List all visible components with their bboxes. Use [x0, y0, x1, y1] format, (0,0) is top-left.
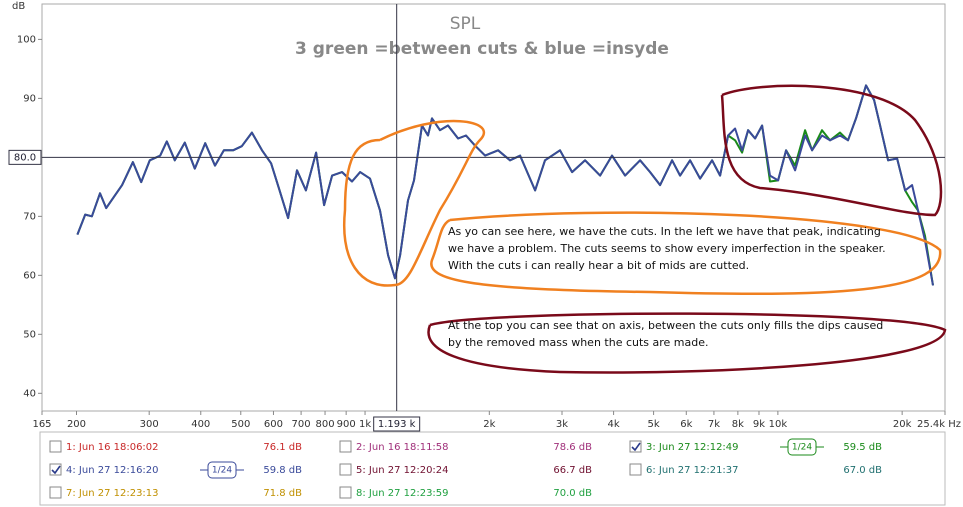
legend-checkbox[interactable] [339, 486, 352, 499]
x-tick-label: 600 [264, 419, 283, 430]
legend-value: 66.7 dB [553, 465, 592, 476]
orange-loop [343, 119, 486, 287]
legend-label: 1: Jun 16 18:06:02 [66, 442, 159, 453]
legend-checkbox[interactable] [49, 486, 62, 499]
cursor-x-label: 1.193 k [378, 419, 416, 430]
x-tick-label: 10k [769, 419, 788, 430]
chart-title: SPL [450, 14, 481, 34]
note-line: As yo can see here, we have the cuts. In… [448, 225, 881, 238]
note-line: At the top you can see that on axis, bet… [448, 319, 883, 332]
x-tick-label: 6k [680, 419, 692, 430]
y-tick-label: 70 [23, 211, 36, 222]
cursor-y-box [8, 149, 42, 165]
maroon-loop [720, 84, 943, 217]
x-tick-label: 8k [732, 419, 744, 430]
x-tick-label: 2k [483, 419, 495, 430]
y-axis-label: dB [12, 1, 25, 12]
maroon-loop [427, 312, 947, 374]
x-tick-label: 25.4k Hz [917, 419, 961, 430]
smoothing-label: 1/24 [212, 466, 232, 476]
legend-label: 8: Jun 27 12:23:59 [356, 488, 449, 499]
y-tick-label: 50 [23, 329, 36, 340]
legend-checkbox[interactable] [629, 463, 642, 476]
x-tick-label: 300 [140, 419, 159, 430]
x-tick-label: 900 [337, 419, 356, 430]
x-tick-label: 800 [315, 419, 334, 430]
cursor-y-label: 80.0 [14, 152, 36, 163]
legend-value: 59.5 dB [843, 442, 882, 453]
cursor-x-box [373, 416, 421, 432]
smoothing-box [787, 438, 817, 456]
note-line: by the removed mass when the cuts are ma… [448, 336, 709, 349]
y-tick-label: 100 [17, 34, 36, 45]
x-tick-label: 1k [359, 419, 371, 430]
notes: As yo can see here, we have the cuts. In… [448, 225, 886, 349]
legend-checkbox[interactable] [339, 440, 352, 453]
x-tick-label: 7k [708, 419, 720, 430]
legend-label: 2: Jun 16 18:11:58 [356, 442, 449, 453]
legend-label: 3: Jun 27 12:12:49 [646, 442, 739, 453]
legend-label: 5: Jun 27 12:20:24 [356, 465, 449, 476]
x-tick-label: 200 [67, 419, 86, 430]
legend-label: 7: Jun 27 12:23:13 [66, 488, 159, 499]
plot-frame [41, 3, 946, 412]
x-tick-label: 700 [292, 419, 311, 430]
legend-check [631, 442, 641, 452]
x-tick-label: 165 [32, 419, 51, 430]
note-line: we have a problem. The cuts seems to sho… [448, 242, 886, 255]
legend-checkbox[interactable] [49, 463, 62, 476]
smoothing-box [207, 461, 237, 479]
legend-value: 76.1 dB [263, 442, 302, 453]
x-tick-label: 3k [556, 419, 568, 430]
legend-label: 6: Jun 27 12:21:37 [646, 465, 739, 476]
legend: 1: Jun 16 18:06:02 76.1 dB 2: Jun 16 18:11… [49, 438, 882, 499]
legend-value: 67.0 dB [843, 465, 882, 476]
legend-check [51, 465, 61, 475]
x-tick-label: 400 [191, 419, 210, 430]
legend-value: 78.6 dB [553, 442, 592, 453]
y-tick-label: 60 [23, 270, 36, 281]
series-line [76, 84, 934, 286]
x-tick-label: 9k [753, 419, 765, 430]
plot: 4050607080901001652003004005006007008009… [8, 4, 961, 432]
x-tick-label: 4k [608, 419, 620, 430]
orange-loop [430, 211, 942, 296]
chart-subtitle: 3 green =between cuts & blue =insyde [295, 39, 669, 59]
legend-checkbox[interactable] [49, 440, 62, 453]
note-line: With the cuts i can really hear a bit of… [448, 259, 749, 272]
y-tick-label: 90 [23, 93, 36, 104]
x-tick-label: 20k [893, 419, 912, 430]
legend-checkbox[interactable] [339, 463, 352, 476]
legend-value: 59.8 dB [263, 465, 302, 476]
smoothing-label: 1/24 [792, 443, 812, 453]
y-tick-label: 40 [23, 388, 36, 399]
legend-value: 70.0 dB [553, 488, 592, 499]
legend-checkbox[interactable] [629, 440, 642, 453]
legend-value: 71.8 dB [263, 488, 302, 499]
x-tick-label: 5k [648, 419, 660, 430]
legend-label: 4: Jun 27 12:16:20 [66, 465, 159, 476]
x-tick-label: 500 [231, 419, 250, 430]
annotations [343, 84, 947, 374]
